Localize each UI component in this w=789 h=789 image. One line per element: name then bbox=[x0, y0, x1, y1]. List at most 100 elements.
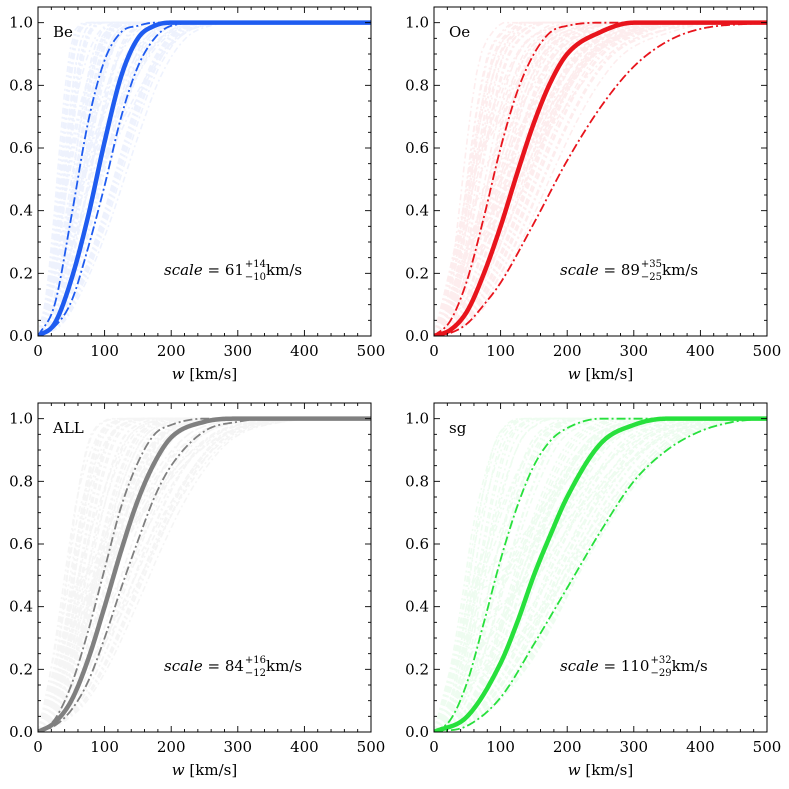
y-tick-label: 0.0 bbox=[9, 723, 33, 741]
sample-curve bbox=[38, 21, 369, 336]
x-axis-unit: [km/s] bbox=[581, 365, 634, 383]
x-tick-label: 400 bbox=[290, 738, 319, 756]
sample-curve bbox=[434, 21, 765, 336]
svg-text:scale = 84: scale = 84 bbox=[164, 657, 244, 675]
plot-area bbox=[434, 416, 767, 732]
x-tick-label: 300 bbox=[223, 738, 252, 756]
sample-curve bbox=[38, 21, 369, 336]
sample-curve bbox=[38, 21, 369, 336]
sample-curve bbox=[38, 417, 369, 732]
sample-curve bbox=[38, 417, 369, 732]
sample-curve bbox=[38, 21, 369, 336]
sample-curve bbox=[38, 21, 369, 336]
y-tick-label: 0.8 bbox=[9, 76, 33, 94]
sample-curve bbox=[434, 417, 765, 732]
y-tick-label: 0.6 bbox=[9, 535, 33, 553]
x-tick-label: 200 bbox=[553, 738, 582, 756]
sample-curve bbox=[38, 21, 369, 336]
sample-curve bbox=[38, 21, 369, 336]
scale-unit: km/s bbox=[266, 657, 302, 675]
scale-lower-error: −25 bbox=[641, 272, 662, 283]
sample-curve bbox=[38, 21, 369, 336]
sample-curve bbox=[38, 417, 369, 732]
sample-curve bbox=[38, 21, 369, 336]
median-curve bbox=[434, 416, 767, 732]
sample-curve bbox=[434, 417, 765, 732]
x-tick-label: 200 bbox=[157, 738, 186, 756]
sample-curve bbox=[38, 21, 369, 336]
y-tick-label: 0.4 bbox=[405, 202, 429, 220]
sample-curve bbox=[434, 417, 765, 732]
sample-curve bbox=[434, 21, 765, 336]
sample-curve bbox=[434, 417, 765, 732]
panel-sg: 0 100 200 300 400 500 0.0 0.2 0.4 0.6 0.8 1.0 w [km/… bbox=[405, 402, 781, 779]
sample-curve bbox=[38, 21, 369, 336]
y-tick-label: 0.8 bbox=[405, 76, 429, 94]
sample-curve bbox=[38, 21, 369, 336]
sample-curve bbox=[434, 21, 765, 336]
sample-curve bbox=[38, 21, 369, 336]
sample-curve bbox=[434, 21, 765, 336]
x-tick-label: 0 bbox=[33, 342, 43, 360]
sample-curve bbox=[38, 21, 369, 336]
sample-curve bbox=[434, 417, 765, 732]
sample-curve bbox=[434, 21, 765, 336]
sample-curve bbox=[434, 21, 765, 336]
axes-frame bbox=[433, 402, 768, 733]
sample-curve bbox=[38, 21, 369, 336]
sample-curve bbox=[434, 417, 765, 732]
sample-curve bbox=[434, 417, 765, 732]
sample-curve bbox=[434, 417, 765, 732]
y-tick-label: 0.6 bbox=[405, 139, 429, 157]
sample-curve bbox=[434, 21, 765, 336]
sample-curve bbox=[38, 21, 369, 336]
sample-curve bbox=[38, 21, 369, 336]
scale-annotation: scale = 84 +16 −12 km/s bbox=[164, 655, 302, 679]
sample-curve bbox=[38, 21, 369, 336]
sample-curves bbox=[38, 21, 369, 336]
svg-text:scale = 110: scale = 110 bbox=[560, 657, 649, 675]
sample-curve bbox=[38, 21, 369, 336]
x-axis-title: w [km/s] bbox=[568, 761, 633, 779]
x-axis-unit: [km/s] bbox=[185, 761, 238, 779]
upper-bound-curve bbox=[38, 21, 371, 336]
sample-curve bbox=[38, 417, 369, 732]
sample-curve bbox=[38, 417, 369, 732]
scale-lower-error: −12 bbox=[245, 668, 266, 679]
x-tick-label: 500 bbox=[357, 738, 386, 756]
sample-curve bbox=[38, 21, 369, 336]
sample-curve bbox=[38, 21, 369, 336]
plot-area bbox=[38, 416, 371, 732]
sample-curve bbox=[434, 417, 765, 732]
sample-curve bbox=[38, 21, 369, 336]
y-tick-label: 1.0 bbox=[9, 14, 33, 32]
x-axis-unit: [km/s] bbox=[581, 761, 634, 779]
x-tick-label: 500 bbox=[753, 342, 782, 360]
sample-curve bbox=[38, 21, 369, 336]
sample-curve bbox=[434, 417, 765, 732]
sample-curve bbox=[434, 417, 765, 732]
sample-curve bbox=[38, 21, 369, 336]
x-tick-label: 0 bbox=[429, 342, 439, 360]
y-tick-label: 0.4 bbox=[9, 202, 33, 220]
scale-annotation: scale = 110 +32 −29 km/s bbox=[560, 655, 708, 679]
sample-curve bbox=[38, 21, 369, 336]
x-tick-label: 0 bbox=[33, 738, 43, 756]
sample-curve bbox=[38, 21, 369, 336]
scale-upper-error: +16 bbox=[245, 655, 266, 666]
x-tick-label: 100 bbox=[90, 342, 119, 360]
scale-unit: km/s bbox=[266, 261, 302, 279]
scale-value: 84 bbox=[225, 657, 244, 675]
sample-curve bbox=[38, 21, 369, 336]
svg-text:scale = 61: scale = 61 bbox=[164, 261, 244, 279]
x-axis-unit: [km/s] bbox=[185, 365, 238, 383]
x-tick-label: 100 bbox=[486, 342, 515, 360]
scale-upper-error: +32 bbox=[650, 655, 671, 666]
x-tick-label: 400 bbox=[686, 738, 715, 756]
sample-curve bbox=[38, 21, 369, 336]
x-tick-label: 400 bbox=[686, 342, 715, 360]
scale-equals: = bbox=[599, 261, 621, 279]
sample-curve bbox=[434, 21, 765, 336]
sample-curve bbox=[434, 417, 765, 732]
